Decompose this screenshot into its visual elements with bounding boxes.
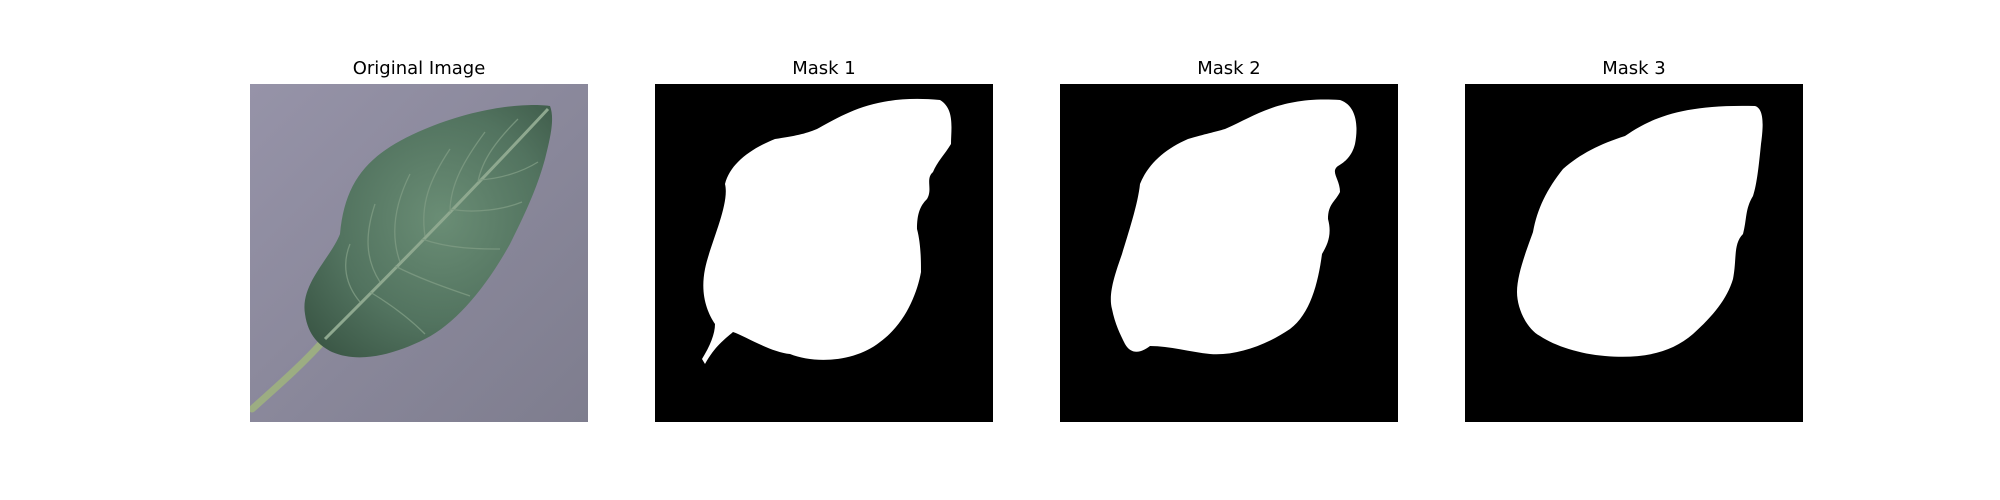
leaf-blade bbox=[304, 104, 553, 358]
leaf-lateral-veins bbox=[345, 118, 539, 335]
original-leaf-image bbox=[250, 84, 588, 422]
mask-3-image bbox=[1465, 84, 1803, 422]
mask-2-title: Mask 2 bbox=[1197, 58, 1261, 79]
mask-1-title: Mask 1 bbox=[792, 58, 856, 79]
mask-3-panel: Mask 3 bbox=[1465, 0, 1803, 500]
original-image-panel: Original Image bbox=[250, 0, 588, 500]
leaf-midrib bbox=[323, 107, 550, 341]
mask-1-image bbox=[655, 84, 993, 422]
original-image-title: Original Image bbox=[352, 58, 486, 79]
mask-2-panel: Mask 2 bbox=[1060, 0, 1398, 500]
leaf-stem bbox=[250, 335, 329, 413]
mask-2-foreground bbox=[1110, 99, 1357, 355]
mask-1-foreground bbox=[702, 98, 952, 364]
mask-3-title: Mask 3 bbox=[1602, 58, 1666, 79]
mask-3-foreground bbox=[1517, 105, 1763, 357]
mask-1-panel: Mask 1 bbox=[655, 0, 993, 500]
mask-2-image bbox=[1060, 84, 1398, 422]
